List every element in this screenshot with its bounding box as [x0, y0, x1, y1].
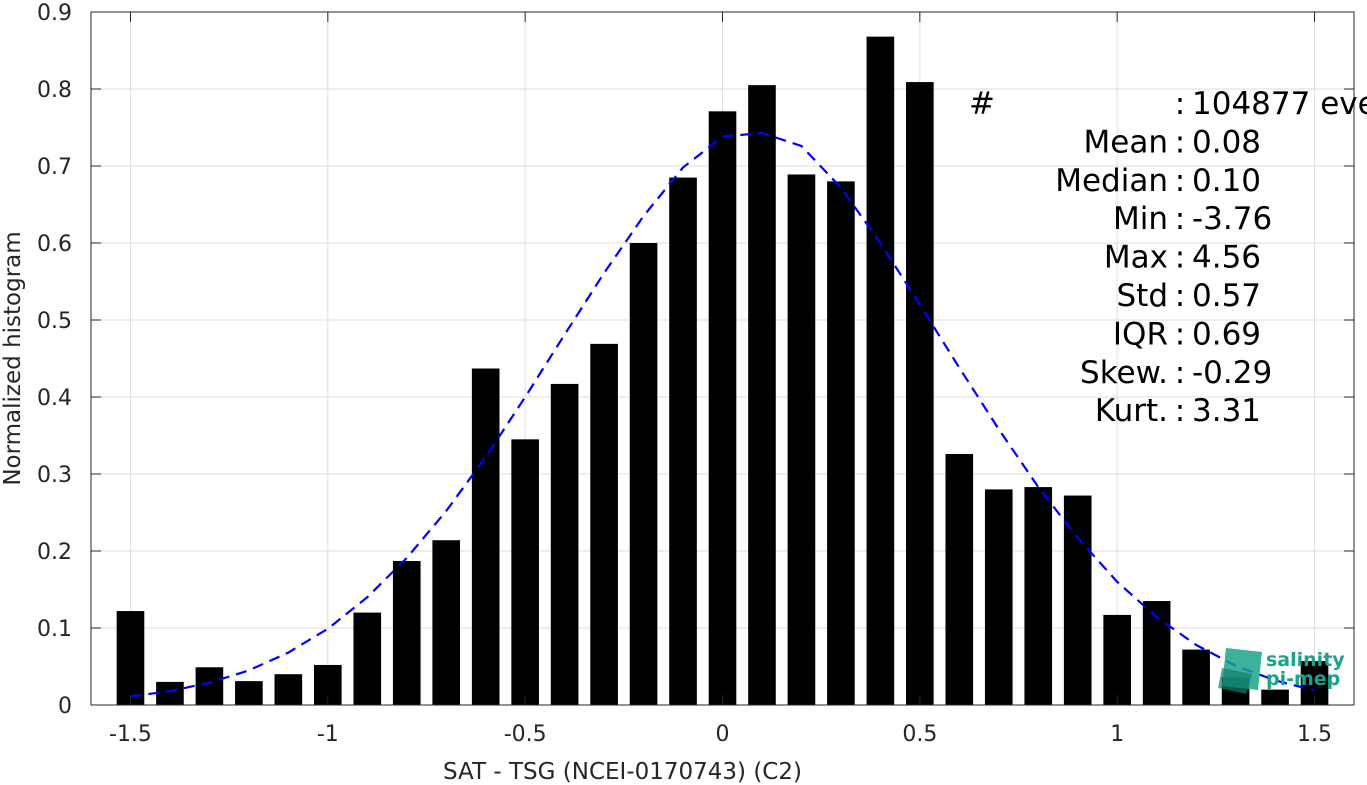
bar-7 [392, 561, 421, 705]
stat-sep-1: : [1175, 124, 1185, 160]
x-tick-labels: -1.5 -1 -0.5 0 0.5 1 1.5 [109, 722, 1332, 747]
bar-1 [156, 681, 184, 705]
logo-text-pimep: pi-mep [1266, 668, 1340, 690]
bar-9 [471, 368, 500, 705]
x-tick-label-6: 1.5 [1297, 722, 1332, 747]
stat-label-8: Kurt. [1095, 393, 1168, 429]
x-tick-label-4: 0.5 [902, 722, 937, 747]
logo-text-salinity: salinity [1266, 649, 1345, 671]
stat-value-1: 0.08 [1192, 124, 1261, 160]
x-tick-label-0: -1.5 [109, 722, 152, 747]
stat-value-5: 0.57 [1192, 278, 1261, 314]
bar-18 [827, 181, 855, 705]
y-tick-label-7: 0.7 [37, 155, 72, 180]
stat-value-6: 0.69 [1192, 316, 1261, 352]
bar-6 [353, 612, 382, 705]
stat-label-5: Std [1116, 278, 1168, 314]
y-tick-labels: 0 0.1 0.2 0.3 0.4 0.5 0.6 0.7 0.8 0.9 [37, 1, 72, 719]
bar-11 [550, 383, 579, 705]
stat-sep-4: : [1175, 240, 1185, 276]
stat-value-2: 0.10 [1192, 163, 1261, 199]
salinity-pimep-logo: salinity pi-mep [1218, 648, 1345, 694]
y-tick-label-6: 0.6 [37, 232, 72, 257]
x-tick-label-5: 1 [1110, 722, 1124, 747]
stat-label-7: Skew. [1080, 355, 1168, 391]
bar-21 [945, 453, 974, 705]
bar-22 [984, 489, 1013, 705]
y-axis-label: Normalized histogram [0, 231, 26, 485]
stat-value-3: -3.76 [1192, 201, 1272, 237]
y-tick-label-1: 0.1 [37, 617, 72, 642]
x-tick-label-1: -1 [317, 722, 339, 747]
statistics-box: #:104877 eventsMean:0.08Median:0.10Min:-… [969, 86, 1367, 429]
bar-20 [906, 82, 934, 705]
stat-label-0: # [969, 86, 995, 122]
normal-fit-curve [130, 131, 1315, 698]
stat-label-2: Median [1055, 163, 1168, 199]
bar-27 [1182, 649, 1210, 705]
y-tick-label-8: 0.8 [37, 78, 72, 103]
bar-24 [1063, 495, 1092, 705]
bar-17 [787, 174, 816, 706]
bar-3 [235, 681, 263, 705]
y-tick-label-3: 0.3 [37, 463, 72, 488]
y-tick-label-4: 0.4 [37, 386, 72, 411]
stat-value-0: 104877 events [1192, 86, 1367, 122]
tick-marks [91, 11, 1354, 706]
stat-label-1: Mean [1084, 124, 1168, 160]
stat-sep-0: : [1175, 86, 1185, 122]
bar-23 [1024, 487, 1053, 705]
bars-group [116, 36, 1329, 706]
bar-16 [748, 85, 776, 705]
x-axis-label: SAT - TSG (NCEI-0170743) (C2) [443, 759, 802, 785]
stat-sep-2: : [1175, 163, 1185, 199]
stat-label-6: IQR [1113, 316, 1168, 352]
bar-2 [195, 667, 224, 705]
bar-29 [1261, 689, 1289, 705]
logo-mark-icon [1218, 648, 1262, 694]
y-tick-label-9: 0.9 [37, 1, 72, 26]
x-tick-label-3: 0 [716, 722, 730, 747]
stat-sep-6: : [1175, 316, 1185, 352]
stat-sep-3: : [1175, 201, 1185, 237]
bar-15 [708, 111, 737, 705]
bar-4 [274, 674, 303, 705]
y-tick-label-0: 0 [58, 694, 72, 719]
stat-label-4: Max [1104, 240, 1168, 276]
x-tick-label-2: -0.5 [504, 722, 547, 747]
bar-10 [511, 439, 539, 705]
bar-12 [590, 343, 618, 705]
bar-0 [116, 611, 145, 705]
bar-13 [629, 243, 658, 705]
y-tick-label-2: 0.2 [37, 540, 72, 565]
bar-19 [866, 36, 895, 705]
stat-value-7: -0.29 [1192, 355, 1272, 391]
bar-8 [432, 540, 461, 705]
stat-sep-7: : [1175, 355, 1185, 391]
stat-value-4: 4.56 [1192, 240, 1261, 276]
bar-25 [1103, 614, 1132, 705]
stat-sep-5: : [1175, 278, 1185, 314]
y-tick-label-5: 0.5 [37, 309, 72, 334]
stat-label-3: Min [1113, 201, 1168, 237]
stat-value-8: 3.31 [1192, 393, 1261, 429]
stat-sep-8: : [1175, 393, 1185, 429]
bar-14 [669, 177, 697, 706]
